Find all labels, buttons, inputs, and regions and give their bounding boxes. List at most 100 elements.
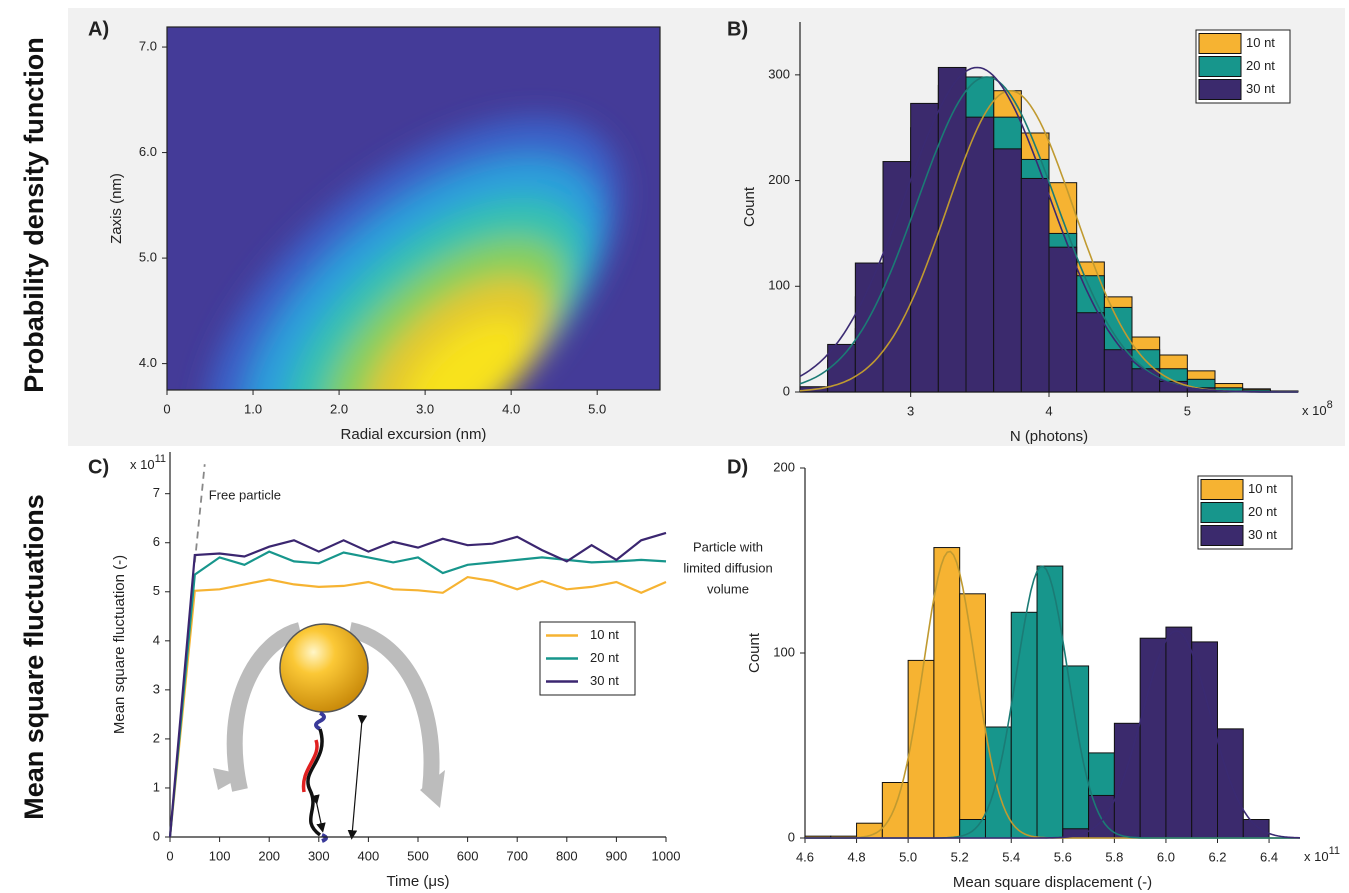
y-tick-label: 0 xyxy=(788,829,795,844)
histogram-bar xyxy=(1113,722,1141,839)
row-label: Mean square fluctuations xyxy=(19,494,49,820)
legend-label: 20 nt xyxy=(590,650,619,665)
histogram-bar xyxy=(1062,665,1090,839)
x-tick-label: 100 xyxy=(209,848,231,863)
annotation: limited diffusion xyxy=(683,560,772,575)
histogram-bar xyxy=(959,593,986,839)
legend-swatch xyxy=(1198,79,1242,100)
y-tick-label: 200 xyxy=(768,172,790,187)
multiplier-exponent: 11 xyxy=(155,453,166,465)
y-tick-label: 0 xyxy=(783,383,790,398)
y-tick-label: 100 xyxy=(773,644,795,659)
legend-label: 30 nt xyxy=(1248,527,1277,542)
histogram-bar xyxy=(827,343,856,393)
x-tick-label: 4.0 xyxy=(502,401,520,416)
histogram-bar xyxy=(1139,637,1167,839)
y-tick-label: 100 xyxy=(768,278,790,293)
histogram-bar xyxy=(910,102,939,393)
x-tick-label: 600 xyxy=(457,848,479,863)
x-tick-label: 6.2 xyxy=(1208,849,1226,864)
y-tick-label: 6.0 xyxy=(139,144,157,159)
x-tick-label: 6.0 xyxy=(1157,849,1175,864)
density-map xyxy=(167,27,660,390)
y-axis-title: Zaxis (nm) xyxy=(108,173,125,244)
x-tick-label: 4.8 xyxy=(848,849,866,864)
legend-swatch xyxy=(1198,56,1242,77)
histogram-bar xyxy=(1020,177,1050,393)
fit-curve xyxy=(805,629,1301,839)
x-tick-label: 5.2 xyxy=(951,849,969,864)
legend-label: 30 nt xyxy=(1246,81,1275,96)
histogram-bar xyxy=(854,262,884,393)
plot-frame xyxy=(166,26,661,391)
histogram-bar xyxy=(984,726,1012,839)
x-tick-label: 700 xyxy=(506,848,528,863)
y-tick-label: 4 xyxy=(153,632,160,647)
x-tick-label: 5.4 xyxy=(1002,849,1020,864)
annotation: Particle with xyxy=(693,539,763,554)
y-axis-title: Count xyxy=(741,186,758,227)
axis-multiplier: x 108 xyxy=(1302,399,1333,419)
axis-multiplier: x 1011 xyxy=(130,453,166,473)
series-line xyxy=(168,550,667,838)
x-tick-label: 500 xyxy=(407,848,429,863)
x-tick-label: 5.8 xyxy=(1105,849,1123,864)
series-line xyxy=(168,531,667,838)
x-tick-label: 1000 xyxy=(652,848,681,863)
x-tick-label: 300 xyxy=(308,848,330,863)
histogram-bar xyxy=(965,116,995,393)
histogram-bar xyxy=(1036,565,1064,839)
legend-swatch xyxy=(1200,502,1244,523)
multiplier-base: x 10 xyxy=(1302,403,1327,418)
tether-illustration xyxy=(213,622,445,843)
x-tick-label: 3 xyxy=(907,403,914,418)
axis-multiplier: x 1011 xyxy=(1304,845,1340,865)
x-axis-title: Mean square displacement (-) xyxy=(953,874,1152,891)
y-axis-title: Count xyxy=(746,632,763,673)
histogram-bar xyxy=(1191,641,1218,839)
histogram-bar xyxy=(881,782,909,839)
multiplier-base: x 10 xyxy=(130,457,155,472)
x-tick-label: 4.6 xyxy=(796,849,814,864)
histogram-bar xyxy=(882,161,912,393)
row-label: Probability density function xyxy=(19,37,49,393)
panel-label: D) xyxy=(727,456,748,478)
annotation: volume xyxy=(707,581,749,596)
reference-label: Free particle xyxy=(209,488,281,503)
x-tick-label: 2.0 xyxy=(330,401,348,416)
x-tick-label: 0 xyxy=(163,401,170,416)
x-tick-label: 5.0 xyxy=(899,849,917,864)
histogram-bar xyxy=(1048,246,1078,393)
histogram-bar xyxy=(937,66,967,393)
y-tick-label: 300 xyxy=(768,66,790,81)
x-tick-label: 6.4 xyxy=(1260,849,1278,864)
legend-label: 20 nt xyxy=(1248,504,1277,519)
density-peak xyxy=(205,117,621,390)
x-tick-label: 0 xyxy=(166,848,173,863)
y-tick-label: 7.0 xyxy=(139,38,157,53)
x-tick-label: 5.6 xyxy=(1054,849,1072,864)
panel-label: C) xyxy=(88,456,109,478)
x-axis-title: N (photons) xyxy=(1010,428,1088,445)
histogram-bar xyxy=(933,547,961,839)
density-level xyxy=(405,317,532,390)
histogram-bar xyxy=(907,659,935,839)
legend-label: 30 nt xyxy=(590,673,619,688)
histogram-bar xyxy=(993,148,1022,393)
y-tick-label: 5.0 xyxy=(139,250,157,265)
panel-label: B) xyxy=(727,18,748,40)
y-axis-title: Mean square fluctuation (-) xyxy=(111,555,128,734)
x-axis-title: Time (μs) xyxy=(386,873,449,890)
series-line xyxy=(168,575,667,838)
y-tick-label: 6 xyxy=(153,534,160,549)
multiplier-exponent: 8 xyxy=(1327,399,1333,411)
y-tick-label: 1 xyxy=(153,779,160,794)
legend-swatch xyxy=(1200,525,1244,546)
fit-curve xyxy=(799,66,1298,393)
histogram-bar xyxy=(1165,626,1193,839)
reference-line xyxy=(193,464,206,563)
legend-label: 10 nt xyxy=(590,627,619,642)
y-tick-label: 4.0 xyxy=(139,355,157,370)
y-tick-label: 5 xyxy=(153,583,160,598)
y-tick-label: 0 xyxy=(153,828,160,843)
